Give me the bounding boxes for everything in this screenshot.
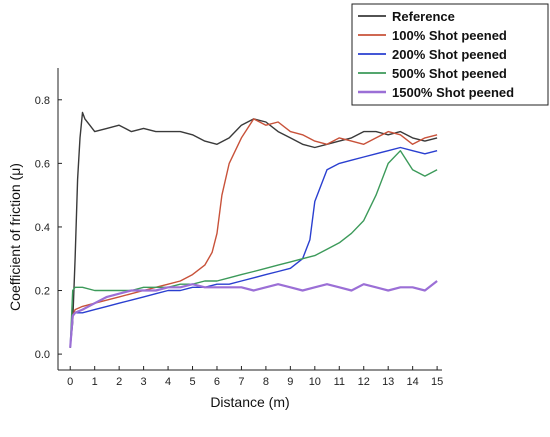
legend-label: Reference [392,9,455,24]
x-axis-title: Distance (m) [210,394,289,410]
y-tick-label: 0.2 [35,286,50,298]
y-axis-title: Coefficient of friction (μ) [7,163,23,311]
x-tick-label: 6 [214,376,220,388]
series-line-3 [69,146,438,348]
x-tick-label: 15 [431,376,443,388]
x-tick-label: 7 [238,376,244,388]
legend-label: 1500% Shot peened [392,85,514,100]
x-tick-label: 3 [141,376,147,388]
legend-label: 100% Shot peened [392,28,507,43]
plot-lines [69,111,438,348]
series-line-4 [69,149,438,348]
y-tick-label: 0.6 [35,158,50,170]
x-tick-label: 4 [165,376,171,388]
x-tick-label: 0 [67,376,73,388]
x-tick-label: 1 [92,376,98,388]
y-tick-label: 0.0 [35,349,50,361]
y-tick-label: 0.4 [35,222,50,234]
axes: 0 1 2 3 4 5 6 7 8 9 10 11 12 13 14 150.00.20.40.60.8 [35,68,443,388]
x-tick-label: 8 [263,376,269,388]
legend: Reference 100% Shot peened 200% Shot peene… [351,3,549,106]
x-tick-label: 5 [189,376,195,388]
y-tick-label: 0.8 [35,95,50,107]
x-tick-label: 14 [407,376,419,388]
legend-label: 500% Shot peened [392,66,507,81]
x-tick-label: 11 [334,376,345,388]
x-tick-label: 10 [309,376,321,388]
series-line-5 [69,280,438,348]
x-tick-label: 9 [287,376,293,388]
series-line-1 [69,111,438,348]
x-tick-label: 2 [116,376,122,388]
x-tick-label: 13 [382,376,394,388]
x-tick-label: 12 [358,376,370,388]
series-line-2 [69,118,438,348]
legend-label: 200% Shot peened [392,47,507,62]
